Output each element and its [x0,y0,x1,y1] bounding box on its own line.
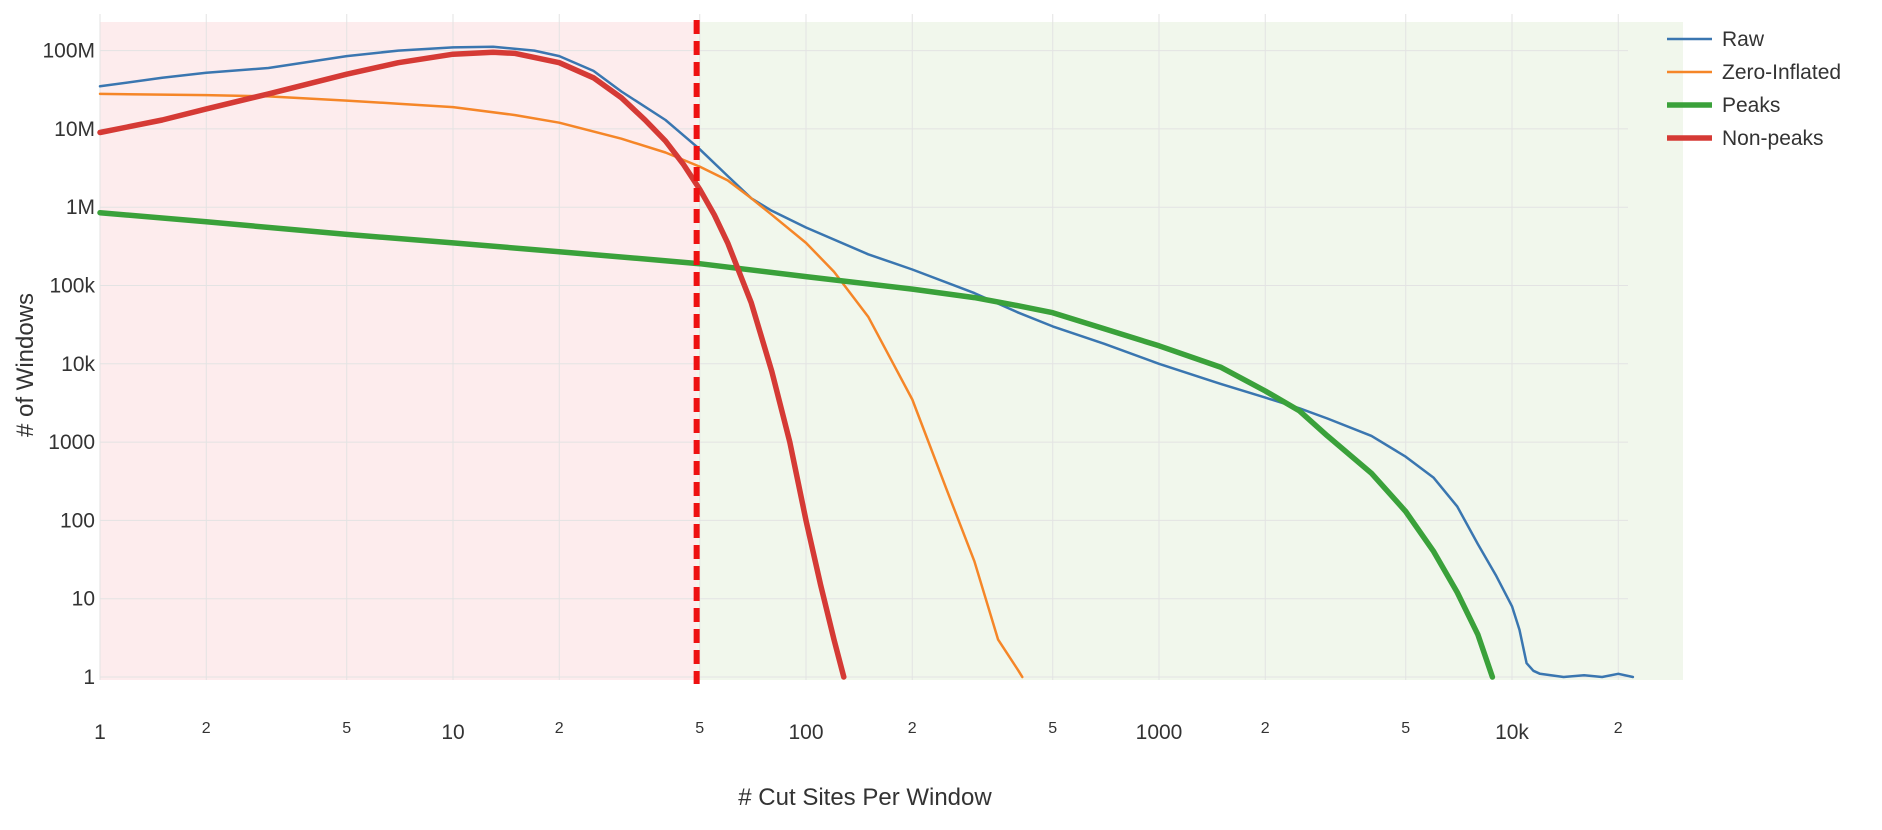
x-tick-label-minor: 2 [1261,720,1270,737]
x-tick-label-minor: 2 [202,720,211,737]
x-tick-label-minor: 2 [908,720,917,737]
y-axis-title: # of Windows [12,293,39,437]
x-tick-label-minor: 5 [1401,720,1410,737]
x-tick-label: 10k [1495,721,1529,744]
x-tick-label-minor: 2 [555,720,564,737]
x-tick-label: 1000 [1136,721,1183,744]
y-tick-label: 10 [72,588,95,611]
legend-item[interactable]: Raw [1667,28,1765,51]
x-tick-label-minor: 5 [342,720,351,737]
y-tick-label: 100 [60,509,95,532]
grid-lines [99,14,1628,680]
series-line-raw [98,45,1635,679]
threshold-regions [100,22,1683,680]
y-tick-label: 100k [49,275,95,298]
region-above-threshold [696,22,1683,680]
x-tick-label: 1 [94,721,106,744]
series-line-peaks [97,209,1496,680]
legend-item[interactable]: Peaks [1667,94,1780,117]
legend-label: Non-peaks [1722,127,1824,150]
y-axis-ticks: 1 10 100 1000 10k 100k 1M 10M 100M [42,40,95,689]
y-tick-label: 10k [61,353,95,376]
region-below-threshold [100,22,697,680]
x-axis-ticks: 1 10 100 1000 10k 2 5 2 5 2 5 2 5 2 [94,720,1623,744]
legend: Raw Zero-Inflated Peaks Non-peaks [1667,28,1841,150]
x-tick-label: 10 [441,721,464,744]
y-tick-label: 10M [54,118,95,141]
x-axis-title: # Cut Sites Per Window [738,784,992,811]
series-lines [97,45,1635,680]
y-tick-label: 1000 [48,431,95,454]
legend-item[interactable]: Zero-Inflated [1667,61,1841,84]
y-tick-label: 100M [42,40,95,63]
legend-label: Raw [1722,28,1765,51]
y-tick-label: 1M [66,196,95,219]
y-tick-label: 1 [83,666,95,689]
series-line-non-peaks [97,49,847,680]
x-tick-label-minor: 5 [695,720,704,737]
series-line-zero-inflated [98,92,1024,679]
legend-label: Peaks [1722,94,1780,117]
x-tick-label-minor: 5 [1048,720,1057,737]
legend-label: Zero-Inflated [1722,61,1841,84]
x-tick-label: 100 [788,721,823,744]
x-tick-label-minor: 2 [1614,720,1623,737]
legend-item[interactable]: Non-peaks [1667,127,1824,150]
